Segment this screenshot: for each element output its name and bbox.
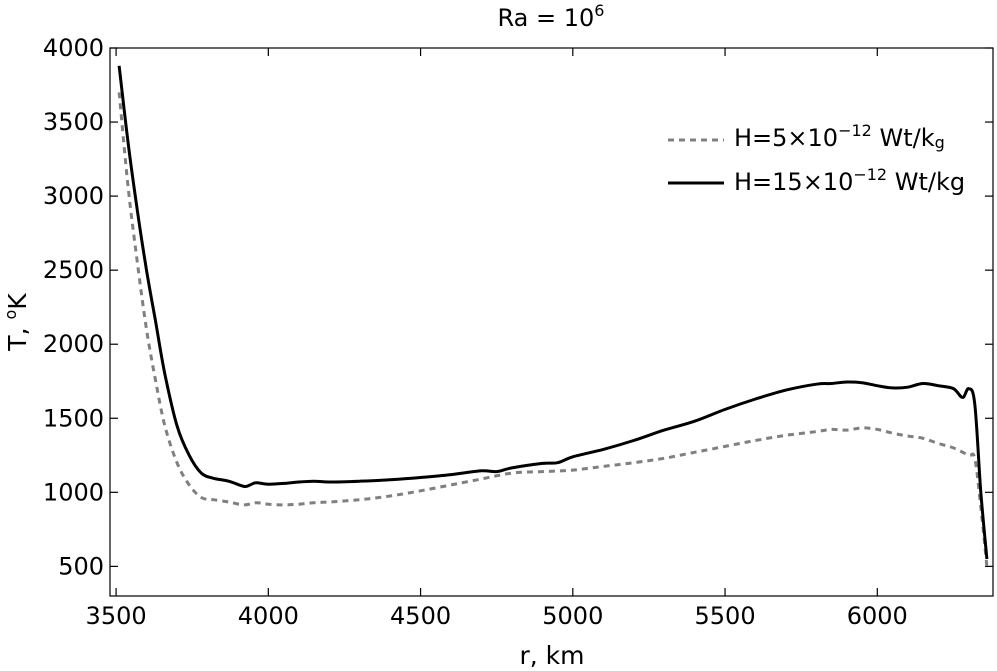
plot-area-frame xyxy=(109,47,994,597)
chart-title-text: Ra = 106 xyxy=(498,1,605,32)
y-tick-label: 500 xyxy=(58,552,104,580)
chart-title: Ra = 106 xyxy=(498,1,605,32)
y-tick-label: 1000 xyxy=(43,478,104,506)
y-tick-label: 1500 xyxy=(43,404,104,432)
legend: H=5×10−12 Wt/kg H=15×10−12 Wt/kg xyxy=(668,121,965,196)
legend-label-series-2: H=15×10−12 Wt/kg xyxy=(734,165,965,196)
series-line-2 xyxy=(117,65,989,560)
x-axis-label: r, km xyxy=(519,641,584,670)
y-tick-label: 2000 xyxy=(43,330,104,358)
y-axis-label: T, oK xyxy=(1,293,32,352)
series-line-1 xyxy=(117,92,989,567)
y-tick-label: 2500 xyxy=(43,256,104,284)
series-layer xyxy=(117,65,989,567)
x-axis-ticks: 3500 4000 4500 5000 5500 6000 xyxy=(86,48,908,630)
x-tick-label: 4000 xyxy=(238,602,299,630)
legend-label-series-1: H=5×10−12 Wt/kg xyxy=(734,121,945,152)
x-tick-label: 4500 xyxy=(390,602,451,630)
x-tick-label: 6000 xyxy=(847,602,908,630)
y-tick-label: 4000 xyxy=(43,34,104,62)
x-tick-label: 5000 xyxy=(542,602,603,630)
y-tick-label: 3000 xyxy=(43,182,104,210)
y-axis-ticks: 500 1000 1500 2000 2500 3000 3500 4000 xyxy=(43,34,993,580)
y-tick-label: 3500 xyxy=(43,108,104,136)
x-tick-label: 5500 xyxy=(695,602,756,630)
x-tick-label: 3500 xyxy=(86,602,147,630)
